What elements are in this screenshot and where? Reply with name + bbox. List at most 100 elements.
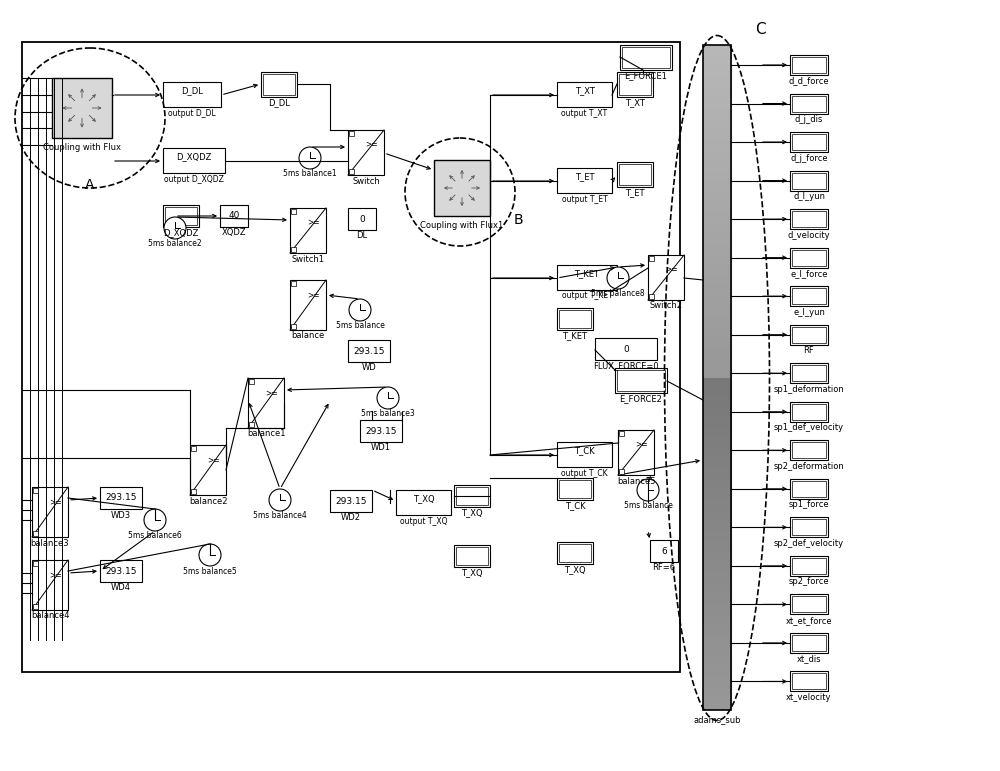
FancyBboxPatch shape bbox=[33, 604, 38, 609]
FancyBboxPatch shape bbox=[349, 169, 354, 174]
Text: T_XT: T_XT bbox=[625, 99, 645, 107]
Text: sp2_deformation: sp2_deformation bbox=[774, 462, 844, 471]
FancyBboxPatch shape bbox=[790, 209, 828, 229]
FancyBboxPatch shape bbox=[790, 170, 828, 190]
Text: >=: >= bbox=[307, 217, 320, 226]
Text: 293.15: 293.15 bbox=[365, 426, 397, 436]
Text: T_ET: T_ET bbox=[625, 188, 645, 197]
FancyBboxPatch shape bbox=[792, 597, 826, 612]
Text: 5ms balance: 5ms balance bbox=[624, 501, 672, 510]
FancyBboxPatch shape bbox=[163, 82, 221, 107]
FancyBboxPatch shape bbox=[619, 431, 624, 436]
FancyBboxPatch shape bbox=[617, 72, 653, 97]
Text: 40: 40 bbox=[228, 211, 240, 221]
Text: D_DL: D_DL bbox=[268, 99, 290, 107]
Text: 6: 6 bbox=[661, 547, 667, 555]
Text: 5ms balance1: 5ms balance1 bbox=[283, 169, 337, 177]
Text: output D_XQDZ: output D_XQDZ bbox=[164, 174, 224, 183]
Text: Switch: Switch bbox=[352, 177, 380, 186]
Text: balance4: balance4 bbox=[31, 611, 69, 621]
FancyBboxPatch shape bbox=[348, 130, 384, 175]
FancyBboxPatch shape bbox=[557, 442, 612, 467]
Circle shape bbox=[199, 544, 221, 566]
FancyBboxPatch shape bbox=[790, 132, 828, 152]
Text: xt_velocity: xt_velocity bbox=[786, 693, 832, 702]
FancyBboxPatch shape bbox=[100, 487, 142, 509]
FancyBboxPatch shape bbox=[792, 635, 826, 651]
FancyBboxPatch shape bbox=[790, 479, 828, 499]
FancyBboxPatch shape bbox=[348, 340, 390, 362]
FancyBboxPatch shape bbox=[792, 134, 826, 150]
FancyBboxPatch shape bbox=[620, 45, 672, 70]
Text: Coupling with Flux1: Coupling with Flux1 bbox=[420, 221, 504, 231]
FancyBboxPatch shape bbox=[557, 168, 612, 193]
FancyBboxPatch shape bbox=[22, 42, 680, 672]
FancyBboxPatch shape bbox=[163, 148, 225, 173]
FancyBboxPatch shape bbox=[220, 205, 248, 227]
Text: WD3: WD3 bbox=[111, 510, 131, 520]
Text: 5ms balance2: 5ms balance2 bbox=[148, 238, 202, 247]
Text: sp1_def_velocity: sp1_def_velocity bbox=[774, 423, 844, 433]
FancyBboxPatch shape bbox=[454, 485, 490, 507]
Text: RF: RF bbox=[804, 346, 814, 355]
FancyBboxPatch shape bbox=[330, 490, 372, 512]
Text: 5ms balance: 5ms balance bbox=[336, 322, 384, 331]
Text: 0: 0 bbox=[359, 214, 365, 224]
FancyBboxPatch shape bbox=[615, 368, 667, 393]
FancyBboxPatch shape bbox=[348, 208, 376, 230]
FancyBboxPatch shape bbox=[33, 561, 38, 566]
FancyBboxPatch shape bbox=[792, 520, 826, 535]
Text: balance5: balance5 bbox=[617, 476, 655, 486]
Text: output T_XQ: output T_XQ bbox=[400, 517, 447, 526]
Text: 293.15: 293.15 bbox=[105, 493, 137, 503]
FancyBboxPatch shape bbox=[617, 162, 653, 187]
Text: d_d_force: d_d_force bbox=[789, 76, 829, 86]
FancyBboxPatch shape bbox=[792, 327, 826, 342]
FancyBboxPatch shape bbox=[290, 280, 326, 330]
FancyBboxPatch shape bbox=[792, 211, 826, 227]
Text: D_XQDZ: D_XQDZ bbox=[176, 152, 212, 161]
FancyBboxPatch shape bbox=[456, 487, 488, 505]
Text: 293.15: 293.15 bbox=[105, 567, 137, 575]
Text: sp2_force: sp2_force bbox=[789, 577, 829, 587]
Text: 5ms balance4: 5ms balance4 bbox=[253, 511, 307, 520]
Text: output T_KET: output T_KET bbox=[562, 291, 612, 301]
Text: T_XQ: T_XQ bbox=[461, 509, 483, 517]
FancyBboxPatch shape bbox=[291, 209, 296, 214]
Circle shape bbox=[377, 387, 399, 409]
FancyBboxPatch shape bbox=[792, 481, 826, 497]
Text: Switch2: Switch2 bbox=[650, 301, 682, 311]
FancyBboxPatch shape bbox=[790, 325, 828, 345]
Text: T_ET: T_ET bbox=[575, 172, 594, 181]
FancyBboxPatch shape bbox=[790, 440, 828, 460]
Text: d_j_force: d_j_force bbox=[790, 153, 828, 163]
Text: balance3: balance3 bbox=[31, 538, 69, 547]
FancyBboxPatch shape bbox=[456, 547, 488, 565]
FancyBboxPatch shape bbox=[248, 378, 284, 428]
Text: T_XQ: T_XQ bbox=[461, 568, 483, 577]
FancyBboxPatch shape bbox=[618, 430, 654, 475]
Text: 5ms balance6: 5ms balance6 bbox=[128, 531, 182, 540]
Text: d_velocity: d_velocity bbox=[788, 231, 830, 240]
Text: xt_et_force: xt_et_force bbox=[786, 616, 832, 625]
Text: T_XT: T_XT bbox=[575, 86, 594, 95]
FancyBboxPatch shape bbox=[263, 74, 295, 95]
Text: balance2: balance2 bbox=[189, 497, 227, 506]
Text: E_FORCE1: E_FORCE1 bbox=[625, 72, 667, 80]
FancyBboxPatch shape bbox=[291, 247, 296, 252]
FancyBboxPatch shape bbox=[790, 594, 828, 614]
FancyBboxPatch shape bbox=[396, 490, 451, 515]
FancyBboxPatch shape bbox=[163, 205, 199, 227]
Text: T_XQ: T_XQ bbox=[564, 565, 586, 574]
Circle shape bbox=[349, 299, 371, 321]
Text: output T_CK: output T_CK bbox=[561, 469, 608, 477]
FancyBboxPatch shape bbox=[792, 674, 826, 689]
Text: >=: >= bbox=[207, 456, 220, 464]
FancyBboxPatch shape bbox=[790, 55, 828, 75]
Text: T_KET: T_KET bbox=[562, 332, 588, 341]
Text: sp1_force: sp1_force bbox=[789, 500, 829, 510]
FancyBboxPatch shape bbox=[261, 72, 297, 97]
FancyBboxPatch shape bbox=[190, 445, 226, 495]
FancyBboxPatch shape bbox=[559, 310, 591, 328]
Text: T_CK: T_CK bbox=[574, 446, 595, 455]
